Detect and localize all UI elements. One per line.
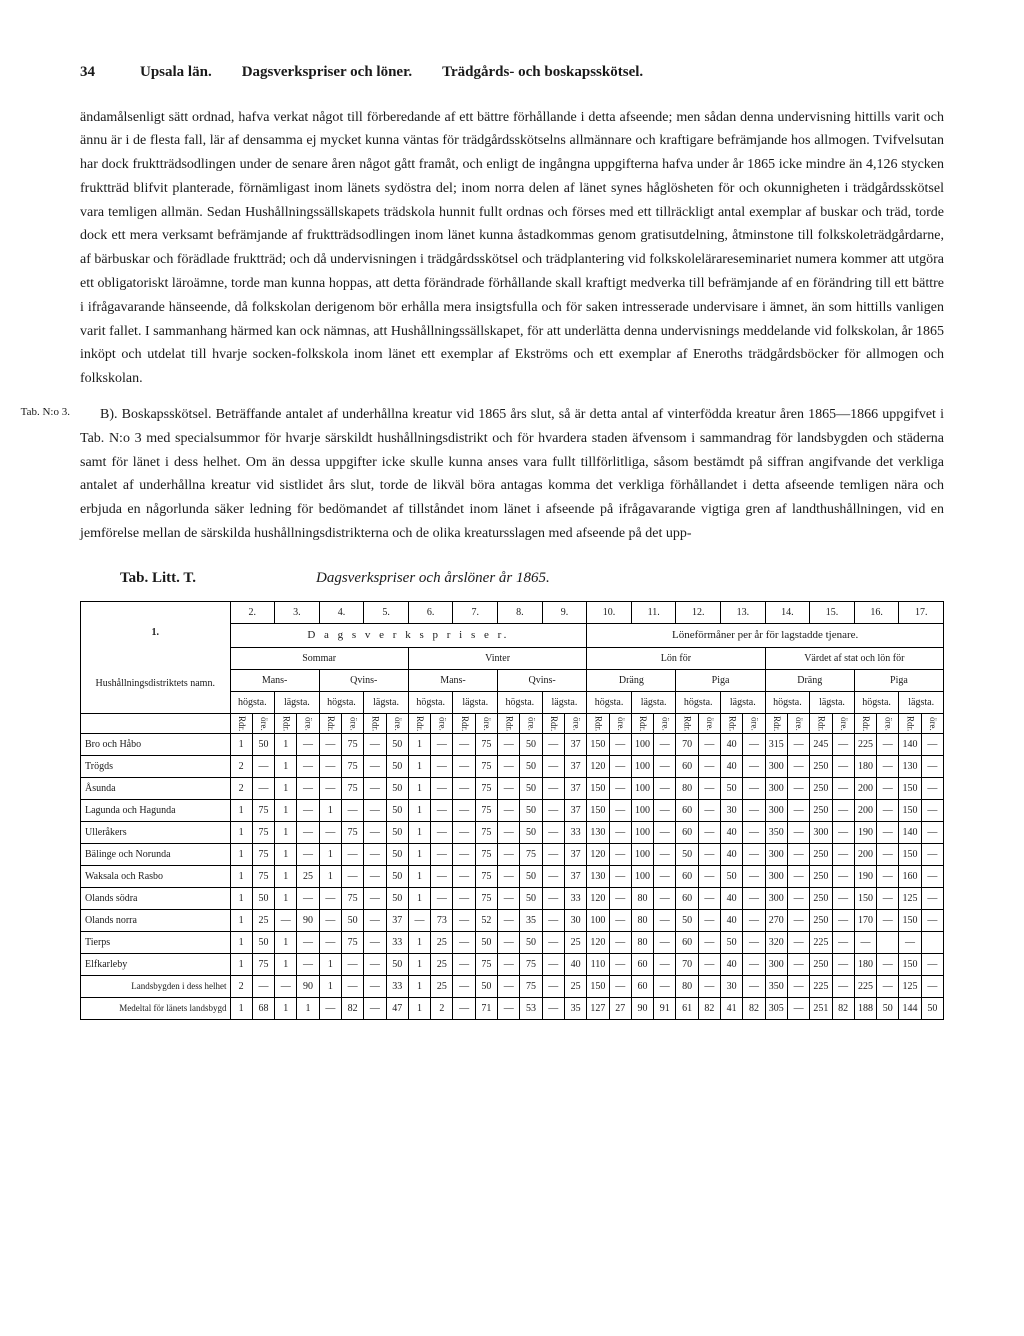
colnum-row: 1. Hushållningsdistriktets namn. 2. 3. 4… [81, 602, 944, 624]
district-name: Olands södra [81, 888, 231, 910]
page-number: 34 [80, 60, 110, 86]
table-row: Tierps1501——75—33125—50—50—25120—80—60—5… [81, 932, 944, 954]
table-row: Lagunda och Hagunda1751—1——501——75—50—37… [81, 800, 944, 822]
table-row: Bälinge och Norunda1751—1——501——75—75—37… [81, 844, 944, 866]
table-row: Bro och Håbo1501——75—501——75—50—37150—10… [81, 734, 944, 756]
margin-note: Tab. N:o 3. [10, 403, 70, 422]
district-name: Tierps [81, 932, 231, 954]
table-row: Olands norra125—90—50—37—73—52—35—30100—… [81, 910, 944, 932]
header-topic2: Trädgårds- och boskapsskötsel. [442, 60, 643, 86]
page-header: 34 Upsala län. Dagsverkspriser och löner… [80, 60, 944, 86]
table-row: Elfkarleby1751—1——50125—75—75—40110—60—7… [81, 954, 944, 976]
district-name: Landsbygden i dess helhet [81, 976, 231, 998]
header-region: Upsala län. [140, 60, 212, 86]
district-header: 1. Hushållningsdistriktets namn. [81, 602, 231, 714]
district-name: Waksala och Rasbo [81, 866, 231, 888]
table-label: Tab. Litt. T. [120, 566, 196, 592]
district-name: Bro och Håbo [81, 734, 231, 756]
paragraph-1: ändamålsenligt sätt ordnad, hafva verkat… [80, 106, 944, 392]
table-row: Landsbygden i dess helhet2——901——33125—5… [81, 976, 944, 998]
unit-row: Rdr.öre.Rdr.öre.Rdr.öre.Rdr.öre.Rdr.öre.… [81, 714, 944, 734]
data-table: 1. Hushållningsdistriktets namn. 2. 3. 4… [80, 601, 944, 1020]
table-title: Dagsverkspriser och årslöner år 1865. [316, 566, 550, 592]
table-row: Waksala och Rasbo1751251——501——75—50—371… [81, 866, 944, 888]
table-heading: Tab. Litt. T. Dagsverkspriser och årslön… [120, 566, 944, 592]
district-name: Ulleråkers [81, 822, 231, 844]
district-name: Trögds [81, 756, 231, 778]
district-name: Lagunda och Hagunda [81, 800, 231, 822]
table-row: Medeltal för länets landsbygd16811—82—47… [81, 998, 944, 1020]
district-name: Elfkarleby [81, 954, 231, 976]
paragraph-2: B). Boskapsskötsel. Beträffande antalet … [80, 403, 944, 546]
header-topic1: Dagsverkspriser och löner. [242, 60, 412, 86]
table-body: Bro och Håbo1501——75—501——75—50—37150—10… [81, 734, 944, 1020]
district-name: Bälinge och Norunda [81, 844, 231, 866]
table-row: Trögds2—1——75—501——75—50—37120—100—60—40… [81, 756, 944, 778]
district-name: Medeltal för länets landsbygd [81, 998, 231, 1020]
table-row: Åsunda2—1——75—501——75—50—37150—100—80—50… [81, 778, 944, 800]
district-name: Åsunda [81, 778, 231, 800]
district-name: Olands norra [81, 910, 231, 932]
table-row: Ulleråkers1751——75—501——75—50—33130—100—… [81, 822, 944, 844]
table-row: Olands södra1501——75—501——75—50—33120—80… [81, 888, 944, 910]
